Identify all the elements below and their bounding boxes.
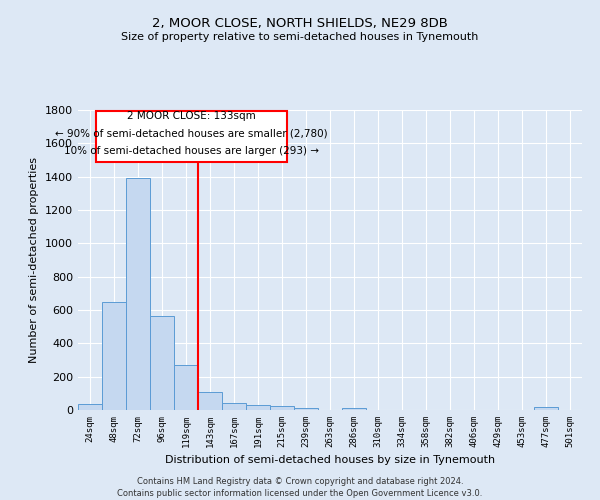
Bar (342, 408, 366, 410)
Text: Contains public sector information licensed under the Open Government Licence v3: Contains public sector information licen… (118, 489, 482, 498)
Text: ← 90% of semi-detached houses are smaller (2,780): ← 90% of semi-detached houses are smalle… (55, 128, 328, 138)
Text: Size of property relative to semi-detached houses in Tynemouth: Size of property relative to semi-detach… (121, 32, 479, 42)
Text: 2, MOOR CLOSE, NORTH SHIELDS, NE29 8DB: 2, MOOR CLOSE, NORTH SHIELDS, NE29 8DB (152, 18, 448, 30)
Bar (78, 404, 102, 410)
Bar (222, 404, 246, 410)
Bar (174, 365, 198, 410)
FancyBboxPatch shape (96, 111, 287, 162)
Bar (198, 392, 222, 410)
Text: Contains HM Land Registry data © Crown copyright and database right 2024.: Contains HM Land Registry data © Crown c… (137, 478, 463, 486)
Y-axis label: Number of semi-detached properties: Number of semi-detached properties (29, 157, 40, 363)
Bar (126, 178, 150, 410)
Bar (534, 406, 558, 410)
Text: 2 MOOR CLOSE: 133sqm: 2 MOOR CLOSE: 133sqm (127, 111, 256, 121)
Bar (150, 316, 174, 410)
Bar (102, 302, 126, 410)
Bar (270, 406, 294, 410)
Text: 10% of semi-detached houses are larger (293) →: 10% of semi-detached houses are larger (… (64, 146, 319, 156)
X-axis label: Distribution of semi-detached houses by size in Tynemouth: Distribution of semi-detached houses by … (165, 456, 495, 466)
Bar (294, 408, 318, 410)
Bar (246, 405, 270, 410)
